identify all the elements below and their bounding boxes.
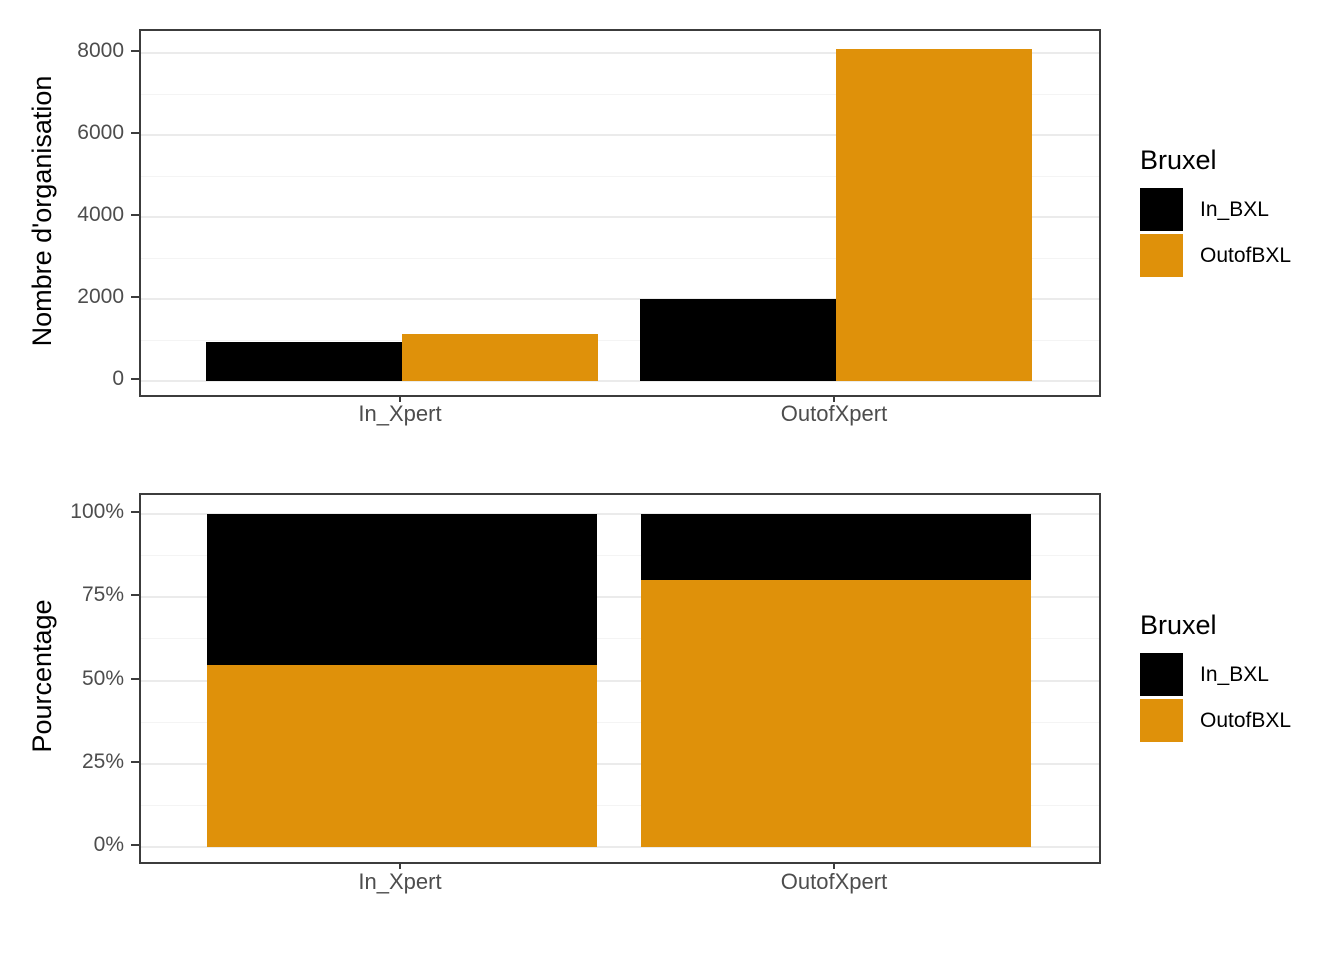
- bar-OutofBXL-OutofXpert: [836, 48, 1032, 381]
- y-tick-label: 0%: [93, 833, 124, 856]
- y-tick-label: 50%: [81, 666, 124, 690]
- y-tick-mark: [131, 132, 139, 134]
- bar-In_BXL-OutofXpert: [641, 514, 1031, 580]
- bar-OutofBXL-In_Xpert: [207, 664, 597, 847]
- y-tick-label: 0: [112, 367, 124, 390]
- x-tick-label: In_Xpert: [358, 401, 442, 426]
- bar-In_BXL-In_Xpert: [207, 514, 597, 665]
- y-tick-mark: [131, 677, 139, 680]
- bar-OutofBXL-OutofXpert: [641, 579, 1031, 847]
- y-tick-label: 100%: [70, 500, 124, 523]
- gridline-minor: [141, 175, 1099, 177]
- x-tick-mark: [833, 395, 835, 402]
- legend-item-OutofBXL: OutofBXL: [1140, 234, 1291, 277]
- legend-item-In_BXL: In_BXL: [1140, 188, 1291, 231]
- y-tick-label: 4000: [77, 203, 124, 226]
- y-tick-label: 8000: [77, 39, 124, 62]
- legend-key-swatch: [1140, 234, 1183, 277]
- gridline-major: [141, 679, 1099, 682]
- plot-panel: [139, 493, 1101, 864]
- x-tick-label: OutofXpert: [780, 401, 888, 426]
- gridline-major: [141, 596, 1099, 599]
- legend: Bruxel In_BXL OutofBXL: [1140, 144, 1291, 280]
- x-tick-mark: [399, 862, 401, 869]
- legend-label: OutofBXL: [1200, 708, 1292, 732]
- gridline-minor: [141, 93, 1099, 95]
- y-tick-mark: [131, 214, 139, 216]
- legend: Bruxel In_BXL OutofBXL: [1140, 609, 1291, 745]
- gridline-minor: [141, 804, 1099, 806]
- gridline-major: [141, 298, 1099, 300]
- x-tick-mark: [399, 395, 401, 402]
- legend-label: OutofBXL: [1200, 243, 1292, 267]
- x-tick-label: OutofXpert: [780, 869, 888, 894]
- y-tick-label: 75%: [81, 583, 124, 607]
- legend-key-swatch: [1140, 188, 1183, 231]
- bar-In_BXL-In_Xpert: [206, 342, 402, 381]
- gridline-minor: [141, 555, 1099, 557]
- legend-title: Bruxel: [1140, 610, 1217, 640]
- legend-title: Bruxel: [1140, 145, 1217, 175]
- legend-item-OutofBXL: OutofBXL: [1140, 699, 1291, 742]
- gridline-minor: [141, 721, 1099, 723]
- x-tick-label: In_Xpert: [358, 869, 442, 894]
- gridline-major: [141, 846, 1099, 848]
- legend-item-In_BXL: In_BXL: [1140, 653, 1291, 696]
- gridline-minor: [141, 339, 1099, 341]
- legend-label: In_BXL: [1200, 197, 1269, 221]
- y-tick-mark: [131, 760, 139, 763]
- legend-key-swatch: [1140, 653, 1183, 696]
- gridline-major: [141, 52, 1099, 54]
- gridline-major: [141, 762, 1099, 765]
- gridline-minor: [141, 638, 1099, 640]
- bar-In_BXL-OutofXpert: [640, 299, 836, 381]
- gridline-major: [141, 513, 1099, 515]
- y-tick-mark: [131, 594, 139, 597]
- plot-panel: [139, 29, 1101, 397]
- y-tick-mark: [131, 378, 139, 380]
- x-tick-mark: [833, 862, 835, 869]
- y-tick-label: 6000: [77, 121, 124, 144]
- gridline-major: [141, 134, 1099, 136]
- y-tick-label: 2000: [77, 285, 124, 308]
- y-tick-label: 25%: [81, 749, 124, 773]
- legend-label: In_BXL: [1200, 662, 1269, 686]
- gridline-major: [141, 380, 1099, 382]
- y-tick-mark: [131, 511, 139, 513]
- bar-OutofBXL-In_Xpert: [402, 333, 598, 381]
- gridline-major: [141, 216, 1099, 218]
- y-tick-mark: [131, 844, 139, 846]
- gridline-minor: [141, 257, 1099, 259]
- y-tick-mark: [131, 296, 139, 298]
- legend-key-swatch: [1140, 699, 1183, 742]
- y-tick-mark: [131, 50, 139, 52]
